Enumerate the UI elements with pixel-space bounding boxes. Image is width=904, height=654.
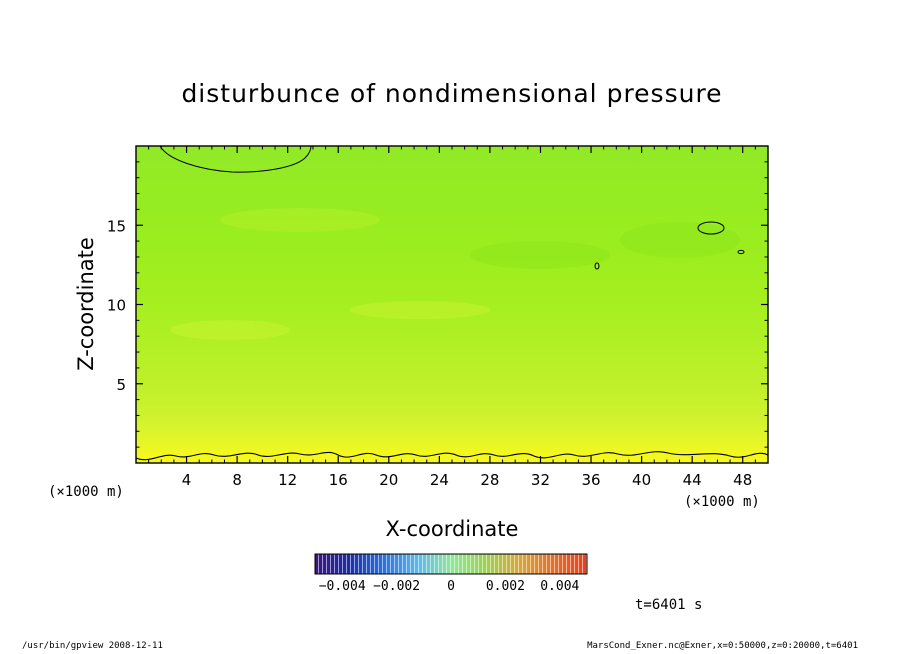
- contour-small-2: [594, 262, 600, 270]
- contour-top-left: [159, 145, 312, 173]
- y-axis: 5 10 15: [107, 161, 768, 448]
- colorbar-stripes: [315, 554, 587, 574]
- y-tick-label: 5: [116, 376, 126, 394]
- y-axis-label: Z-coordinate: [74, 237, 98, 371]
- x-tick-label: 36: [581, 471, 600, 489]
- x-tick-label: 20: [379, 471, 398, 489]
- footer-right: MarsCond_Exner.nc@Exner,x=0:50000,z=0:20…: [587, 641, 858, 651]
- time-label: t=6401 s: [635, 597, 702, 613]
- x-tick-label: 8: [232, 471, 242, 489]
- colorbar-frame: [314, 553, 588, 575]
- x-tick-label: 40: [632, 471, 651, 489]
- colorbar-tick-label: 0: [447, 579, 455, 594]
- x-unit-left: (×1000 m): [48, 484, 124, 500]
- field-patch: [620, 222, 740, 258]
- field-patch: [470, 241, 610, 269]
- x-tick-label: 24: [430, 471, 449, 489]
- colorbar: −0.004 −0.002 0 0.002 0.004: [314, 553, 588, 594]
- y-tick-label: 15: [107, 217, 126, 235]
- field-patch: [350, 301, 490, 319]
- colorbar-ticks: −0.004 −0.002 0 0.002 0.004: [319, 579, 580, 594]
- contour-small-3: [737, 249, 745, 255]
- x-tick-label: 16: [329, 471, 348, 489]
- field-patches: [170, 208, 740, 340]
- x-tick-label: 4: [182, 471, 192, 489]
- x-tick-label: 32: [531, 471, 550, 489]
- field-patch: [220, 208, 380, 232]
- contour-small-1: [697, 221, 725, 235]
- field-patch: [170, 320, 290, 340]
- colorbar-tick-label: −0.004: [319, 579, 366, 594]
- x-axis: 4 8 12 16 20 24 28 32 36 40 44 48: [148, 146, 756, 489]
- x-tick-label: 12: [278, 471, 297, 489]
- field-fill: [136, 146, 768, 463]
- chart-title: disturbunce of nondimensional pressure: [181, 79, 722, 108]
- y-tick-label: 10: [107, 297, 126, 315]
- x-tick-label: 48: [733, 471, 752, 489]
- contour-bottom: [135, 451, 769, 461]
- x-unit-right: (×1000 m): [684, 494, 760, 510]
- colorbar-tick-label: 0.004: [540, 579, 579, 594]
- colorbar-tick-label: 0.002: [486, 579, 525, 594]
- footer-left: /usr/bin/gpview 2008-12-11: [22, 641, 163, 651]
- colorbar-tick-label: −0.002: [373, 579, 420, 594]
- x-tick-label: 28: [480, 471, 499, 489]
- plot-area: [135, 145, 769, 464]
- x-tick-label: 44: [683, 471, 702, 489]
- x-axis-label: X-coordinate: [386, 517, 519, 541]
